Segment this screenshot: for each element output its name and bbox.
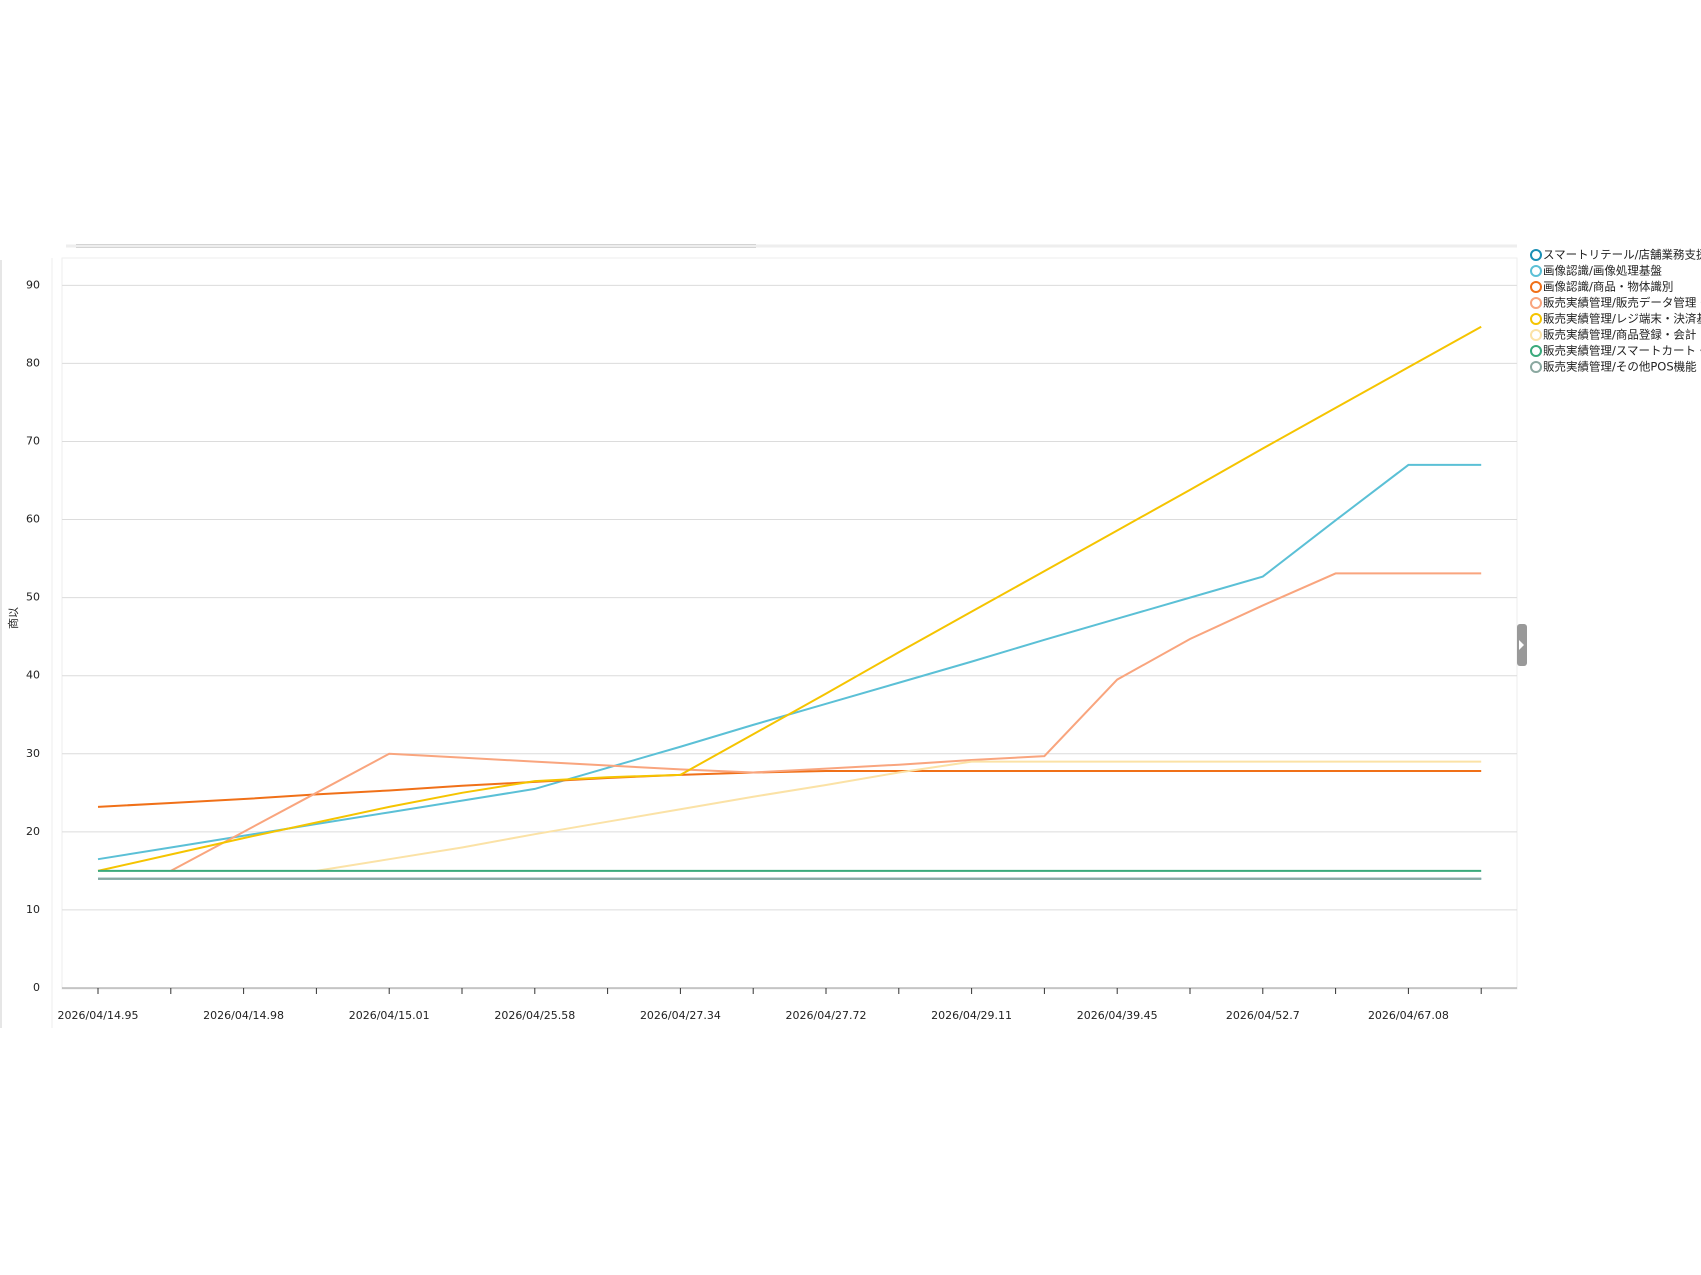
series-line bbox=[316, 760, 1482, 872]
y-tick-label: 20 bbox=[26, 825, 40, 838]
legend-label: 販売実績管理/スマートカート・カ bbox=[1543, 344, 1701, 358]
x-tick-label: 2026/04/29.11 bbox=[931, 1009, 1012, 1022]
x-tick-label: 2026/04/39.45 bbox=[1077, 1009, 1158, 1022]
legend-marker bbox=[1530, 313, 1542, 325]
legend-label: 販売実績管理/レジ端末・決済基 bbox=[1543, 312, 1701, 326]
y-tick-label: 60 bbox=[26, 513, 40, 526]
y-tick-label: 30 bbox=[26, 747, 40, 760]
collapse-icon bbox=[1519, 640, 1524, 650]
y-tick-label: 10 bbox=[26, 903, 40, 916]
x-tick-label: 2026/04/14.95 bbox=[58, 1009, 139, 1022]
plot-area bbox=[61, 257, 1518, 990]
y-tick-label: 90 bbox=[26, 278, 40, 291]
x-tick-label: 2026/04/52.7 bbox=[1226, 1009, 1300, 1022]
series-line bbox=[97, 325, 1482, 872]
legend-label: 販売実績管理/販売データ管理・ bbox=[1543, 296, 1701, 310]
legend-marker bbox=[1530, 329, 1542, 341]
x-tick-label: 2026/04/25.58 bbox=[494, 1009, 575, 1022]
legend-label: 販売実績管理/その他POS機能 bbox=[1543, 360, 1697, 374]
legend-marker bbox=[1530, 345, 1542, 357]
legend-label: 販売実績管理/商品登録・会計 bbox=[1543, 328, 1696, 342]
series-line bbox=[170, 572, 1482, 872]
x-tick-label: 2026/04/14.98 bbox=[203, 1009, 284, 1022]
legend-label: スマートリテール/店舗業務支援 bbox=[1543, 248, 1701, 262]
legend: スマートリテール/店舗業務支援画像認識/画像処理基盤画像認識/商品・物体識別販売… bbox=[1530, 248, 1701, 374]
legend-marker bbox=[1530, 361, 1542, 373]
x-tick-label: 2026/04/15.01 bbox=[349, 1009, 430, 1022]
legend-marker bbox=[1530, 297, 1542, 309]
series-line bbox=[97, 463, 1482, 861]
y-tick-label: 0 bbox=[33, 981, 40, 994]
y-tick-label: 50 bbox=[26, 591, 40, 604]
legend-marker bbox=[1530, 281, 1542, 293]
y-tick-label: 70 bbox=[26, 434, 40, 447]
y-tick-label: 80 bbox=[26, 356, 40, 369]
legend-marker bbox=[1530, 265, 1542, 277]
legend-label: 画像認識/画像処理基盤 bbox=[1543, 264, 1662, 278]
series-line bbox=[97, 769, 1482, 808]
legend-label: 画像認識/商品・物体識別 bbox=[1543, 280, 1673, 294]
legend-marker bbox=[1530, 249, 1542, 261]
x-tick-label: 2026/04/27.72 bbox=[786, 1009, 867, 1022]
x-tick-label: 2026/04/27.34 bbox=[640, 1009, 721, 1022]
y-tick-label: 40 bbox=[26, 669, 40, 682]
x-tick-label: 2026/04/67.08 bbox=[1368, 1009, 1449, 1022]
y-axis-label: 商以 bbox=[6, 607, 20, 629]
